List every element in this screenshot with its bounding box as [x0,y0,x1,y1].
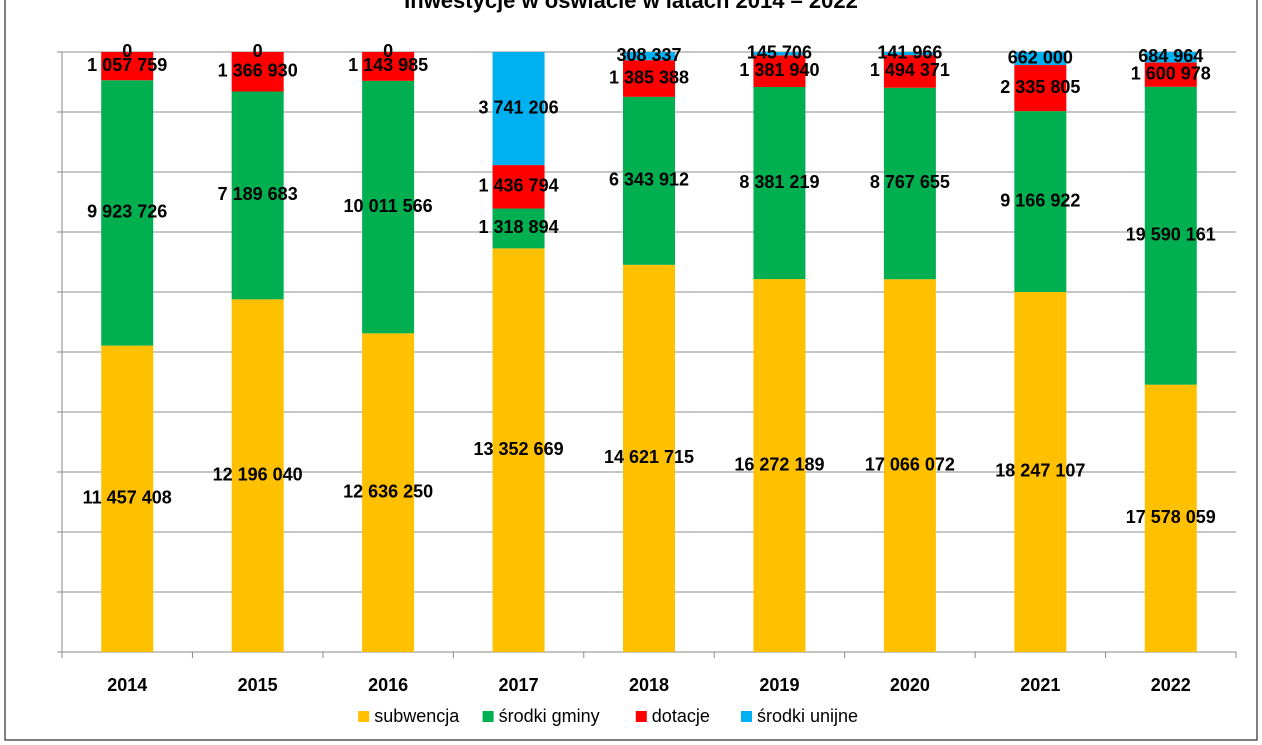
bar-segment [1144,86,1197,385]
bar-segment [362,80,415,334]
data-label: 19 590 161 [1126,224,1216,244]
x-tick-label: 2021 [1020,675,1060,695]
bar-segment [1144,62,1197,87]
data-label: 1 057 759 [87,55,167,75]
bar-segment [1144,52,1197,63]
x-tick-label: 2015 [238,675,278,695]
bar-segment [101,345,154,652]
legend-swatch [358,711,370,722]
bar-segment [362,333,415,652]
bar-segment [1014,65,1067,112]
chart-title: Inwestycje w oświacie w latach 2014 – 20… [404,0,858,13]
data-label: 1 600 978 [1131,63,1211,83]
bar-segment [1014,111,1067,292]
x-tick-label: 2018 [629,675,669,695]
bar-segment [883,52,936,56]
x-tick-label: 2020 [890,675,930,695]
data-label: 1 385 388 [609,67,689,87]
data-label: 1 143 985 [348,55,428,75]
bar-segment [883,279,936,652]
data-label: 1 366 930 [218,61,298,81]
bar-segment [492,208,545,249]
bar-segment [492,52,545,166]
legend-label: środki unijne [757,706,858,726]
bar-segment [753,52,806,56]
bar-segment [101,52,154,81]
legend-label: dotacje [652,706,710,726]
data-label: 145 706 [747,42,812,62]
x-tick-label: 2019 [759,675,799,695]
data-label: 3 741 206 [479,97,559,117]
data-label: 9 166 922 [1000,190,1080,210]
data-label: 7 189 683 [218,184,298,204]
data-label: 17 578 059 [1126,507,1216,527]
data-label: 0 [253,41,263,61]
legend-swatch [635,711,647,722]
data-label: 662 000 [1008,47,1073,67]
data-label: 18 247 107 [995,461,1085,481]
data-label: 1 494 371 [870,60,950,80]
bar-segment [231,299,284,652]
bar-segment [883,87,936,280]
data-label: 12 196 040 [213,464,303,484]
chart-border [4,0,1258,741]
x-tick-label: 2017 [499,675,539,695]
bar-segment [753,87,806,280]
bar-segment [362,52,415,81]
bar-segment [1014,52,1067,66]
data-label: 16 272 189 [734,454,824,474]
data-label: 17 066 072 [865,454,955,474]
data-label: 11 457 408 [83,488,172,508]
data-label: 1 381 940 [739,60,819,80]
data-label: 0 [383,41,393,61]
data-label: 2 335 805 [1000,77,1080,97]
bar-segment [231,91,284,300]
bar-segment [753,279,806,652]
data-label: 684 964 [1138,46,1203,66]
data-label: 1 318 894 [479,217,559,237]
data-label: 9 923 726 [87,202,167,222]
bar-segment [623,60,675,97]
bar-segment [623,264,675,652]
bar-segment [1014,291,1067,652]
data-label: 1 436 794 [479,176,559,196]
legend-label: środki gminy [499,706,600,726]
bar-segment [101,80,154,346]
data-label: 6 343 912 [609,170,689,190]
bar-segment [231,52,284,92]
bar-segment [1144,384,1197,652]
bar-segment [623,96,675,265]
legend-label: subwencja [374,706,460,726]
bar-segment [623,52,675,61]
legend-swatch [482,711,494,722]
data-label: 8 767 655 [870,172,950,192]
legend-swatch [741,711,752,722]
data-label: 13 352 669 [474,439,564,459]
bar-segment [492,165,545,209]
data-label: 10 011 566 [344,196,433,216]
data-label: 141 966 [877,42,942,62]
data-label: 308 337 [616,45,681,65]
x-tick-label: 2014 [107,675,147,695]
bar-segment [492,248,545,653]
x-tick-label: 2022 [1151,675,1191,695]
bar-segment [753,55,806,88]
x-tick-label: 2016 [368,675,408,695]
bar-segment [883,55,936,88]
data-label: 14 621 715 [604,447,694,467]
data-label: 8 381 219 [739,172,819,192]
data-label: 12 636 250 [343,481,433,501]
data-label: 0 [122,41,132,61]
